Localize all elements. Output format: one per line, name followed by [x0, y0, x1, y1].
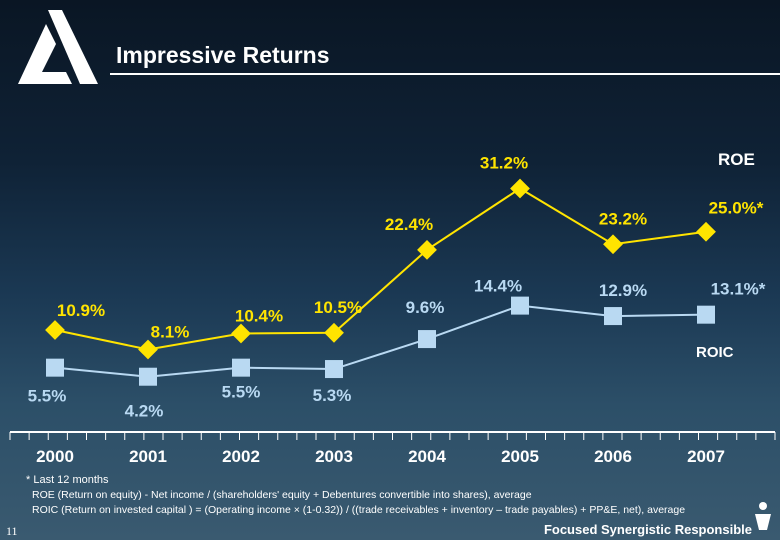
x-tick-label: 2006 [594, 447, 632, 466]
roic-data-point [232, 358, 250, 377]
roe-data-point [417, 239, 437, 260]
roe-data-label: 23.2% [599, 209, 647, 228]
page-title: Impressive Returns [116, 42, 330, 68]
company-tagline: Focused Synergistic Responsible [543, 522, 752, 537]
title-divider [110, 73, 780, 75]
roic-data-point [139, 367, 157, 386]
people-emblem-icon [752, 500, 774, 541]
footnote-roic-definition: ROIC (Return on invested capital ) = (Op… [32, 504, 686, 516]
roic-data-point [697, 305, 715, 324]
roic-data-label: 12.9% [599, 281, 647, 300]
roe-data-label: 22.4% [385, 215, 433, 234]
x-axis: 2000 2001 2002 2003 2004 2005 2006 2007 [9, 431, 776, 466]
roic-data-label: 5.5% [28, 387, 67, 406]
roic-data-point [46, 358, 64, 377]
x-tick-label: 2007 [687, 447, 725, 466]
footnote-ltm: * Last 12 months [26, 474, 109, 486]
roe-data-point [696, 221, 716, 242]
roe-data-label: 10.5% [314, 298, 362, 317]
roe-data-label: 10.4% [235, 306, 283, 325]
roic-data-point [325, 360, 343, 379]
footnote-roe-definition: ROE (Return on equity) - Net income / (s… [32, 489, 532, 501]
roe-data-point [603, 234, 623, 255]
x-tick-label: 2005 [501, 447, 539, 466]
roe-data-point [510, 178, 530, 199]
page-number: 11 [6, 524, 18, 538]
roic-data-label: 13.1%* [711, 280, 766, 299]
returns-line-chart: 2000 2001 2002 2003 2004 2005 2006 2007 10.9% 8.… [9, 153, 776, 466]
x-tick-label: 2000 [36, 447, 74, 466]
roe-data-label: 25.0%* [709, 199, 764, 218]
roic-data-label: 5.3% [313, 386, 352, 405]
roic-data-label: 4.2% [125, 402, 164, 421]
series-label-roe: ROE [718, 150, 755, 169]
roic-data-point [511, 296, 529, 315]
roic-data-point [604, 307, 622, 326]
roic-data-label: 9.6% [406, 298, 445, 317]
roic-data-point [418, 330, 436, 349]
roe-series-line [54, 187, 707, 351]
roe-data-label: 31.2% [480, 153, 528, 172]
roe-data-point [324, 322, 344, 343]
roe-data-point [231, 323, 251, 344]
series-label-roic: ROIC [696, 344, 734, 361]
roic-data-label: 5.5% [222, 383, 261, 402]
roic-series-line [54, 304, 707, 378]
x-tick-label: 2002 [222, 447, 260, 466]
footnotes: * Last 12 months ROE (Return on equity) … [26, 473, 685, 518]
x-tick-label: 2004 [408, 447, 446, 466]
x-tick-label: 2001 [129, 447, 167, 466]
company-logo [8, 6, 100, 93]
roe-data-point [138, 339, 158, 360]
roe-data-label: 10.9% [57, 301, 105, 320]
roe-data-label: 8.1% [151, 323, 190, 342]
x-tick-label: 2003 [315, 447, 353, 466]
roic-data-label: 14.4% [474, 277, 522, 296]
roe-data-point [45, 320, 65, 340]
